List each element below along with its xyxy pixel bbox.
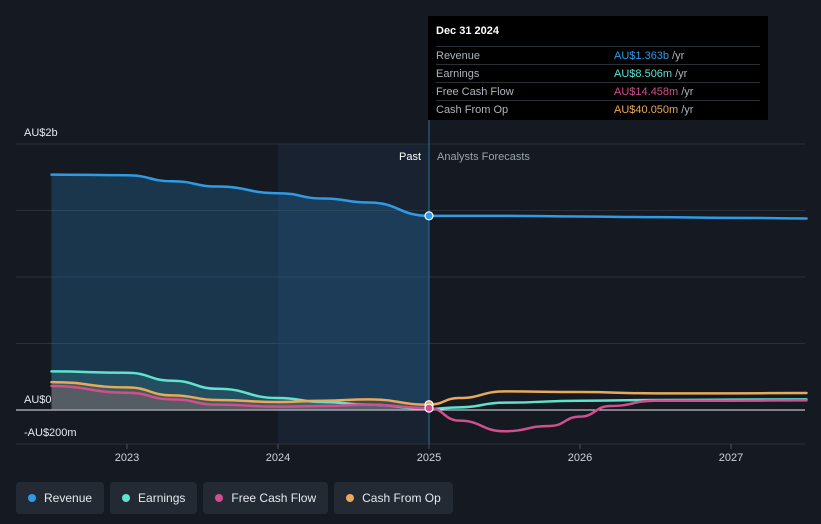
- grid: [16, 143, 805, 445]
- y-tick-label-top: AU$2b: [24, 127, 58, 139]
- tooltip-row-unit: /yr: [681, 103, 694, 116]
- legend-item-free-cash-flow[interactable]: Free Cash Flow: [203, 482, 329, 514]
- x-tick-label: 2023: [115, 452, 139, 464]
- tooltip-row-value: AU$40.050m: [614, 103, 679, 116]
- line-free-cash-flow: [50, 384, 808, 433]
- marker-revenue: [424, 211, 434, 221]
- tooltip-row-revenue: Revenue AU$1.363b /yr: [436, 46, 760, 64]
- series-markers: [424, 211, 434, 413]
- x-axis-ticks: 2023 2024 2025 2026 2027: [115, 444, 743, 464]
- tooltip-row-unit: /yr: [681, 85, 694, 98]
- highlight-band: [278, 144, 429, 444]
- y-tick-label-zero: AU$0: [24, 394, 52, 406]
- tooltip-row-label: Earnings: [436, 67, 480, 80]
- legend-dot-icon: [28, 494, 36, 502]
- marker-free-cash-flow: [424, 403, 434, 413]
- legend-dot-icon: [346, 494, 355, 502]
- tooltip-row-label: Revenue: [436, 49, 481, 62]
- area-earnings: [51, 371, 429, 410]
- x-tick-label: 2025: [417, 452, 441, 464]
- past-label: Past: [399, 151, 421, 163]
- tooltip-row-label: Cash From Op: [436, 103, 509, 116]
- forecast-label: Analysts Forecasts: [437, 151, 530, 163]
- legend-label: Free Cash Flow: [231, 491, 317, 505]
- y-tick-label-bottom: -AU$200m: [24, 427, 77, 439]
- area-free-cash-flow: [51, 386, 429, 410]
- tooltip-row-value: AU$8.506m: [614, 67, 673, 80]
- series-areas: [51, 174, 429, 410]
- tooltip-row-free-cash-flow: Free Cash Flow AU$14.458m /yr: [436, 82, 760, 100]
- legend-dot-icon: [215, 494, 224, 502]
- tooltip-row-unit: /yr: [675, 67, 688, 80]
- series-lines: [50, 173, 808, 433]
- x-tick-label: 2024: [266, 452, 290, 464]
- legend-label: Revenue: [44, 491, 93, 505]
- area-revenue: [51, 174, 429, 410]
- tooltip-row-cash-from-op: Cash From Op AU$40.050m /yr: [436, 100, 760, 118]
- tooltip-row-value: AU$14.458m: [614, 85, 679, 98]
- x-tick-label: 2027: [719, 452, 743, 464]
- legend-dot-icon: [122, 494, 131, 502]
- tooltip-row-earnings: Earnings AU$8.506m /yr: [436, 64, 760, 82]
- legend-item-revenue[interactable]: Revenue: [16, 482, 105, 514]
- legend-item-cash-from-op[interactable]: Cash From Op: [334, 482, 453, 514]
- tooltip: Dec 31 2024 Revenue AU$1.363b /yr Earnin…: [428, 16, 768, 120]
- legend-item-earnings[interactable]: Earnings: [110, 482, 198, 514]
- tooltip-row-label: Free Cash Flow: [436, 85, 514, 98]
- tooltip-row-value: AU$1.363b: [614, 49, 670, 62]
- legend: Revenue Earnings Free Cash Flow Cash Fro…: [16, 482, 453, 514]
- tooltip-date: Dec 31 2024: [436, 25, 499, 37]
- legend-label: Earnings: [138, 491, 186, 505]
- x-tick-label: 2026: [568, 452, 592, 464]
- line-revenue: [50, 173, 808, 220]
- line-cash-from-op: [50, 380, 808, 406]
- legend-label: Cash From Op: [362, 491, 441, 505]
- tooltip-row-unit: /yr: [672, 49, 685, 62]
